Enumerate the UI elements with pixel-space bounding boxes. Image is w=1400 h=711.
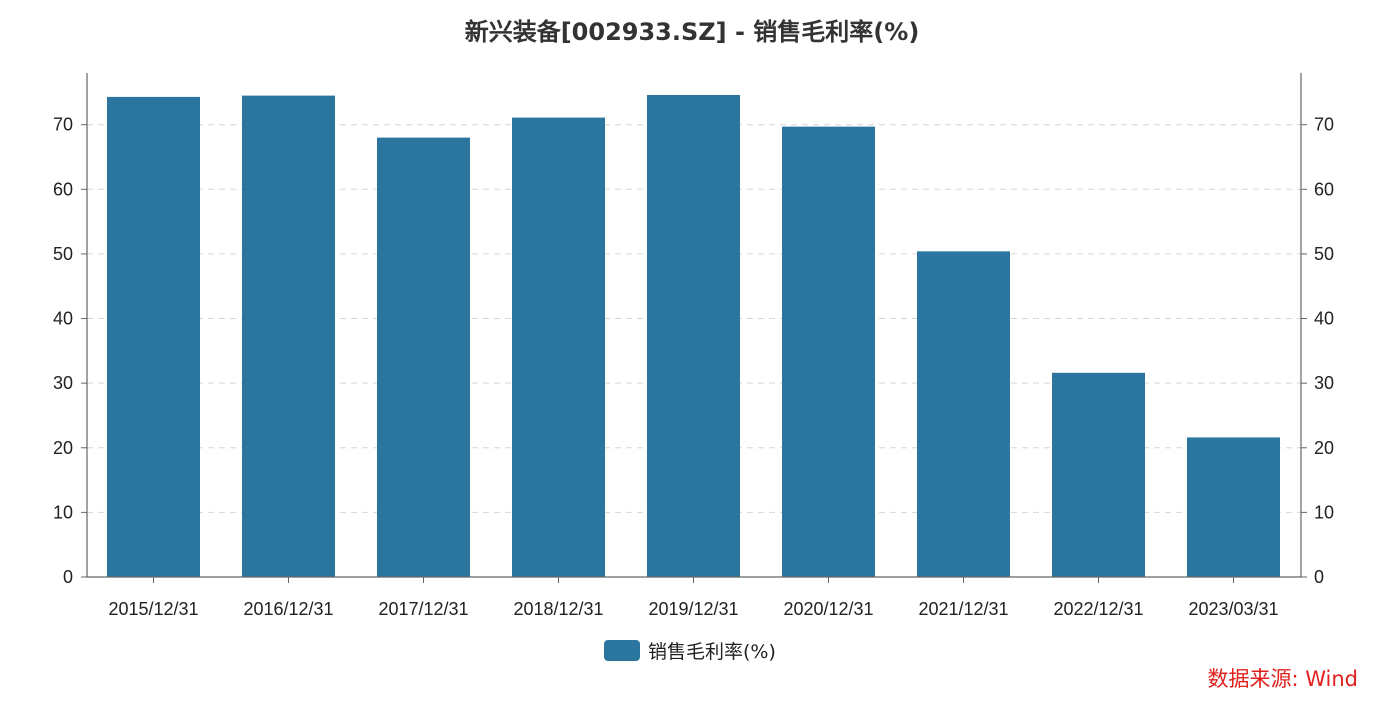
x-tick-label: 2017/12/31 xyxy=(378,599,468,619)
y-tick-label-right: 30 xyxy=(1314,373,1334,393)
bar-2018-12-31 xyxy=(512,117,605,577)
x-tick-label: 2023/03/31 xyxy=(1188,599,1278,619)
bar-2015-12-31 xyxy=(107,96,200,578)
x-tick-label: 2020/12/31 xyxy=(783,599,873,619)
y-tick-label-left: 30 xyxy=(53,373,73,393)
x-tick-label: 2018/12/31 xyxy=(513,599,603,619)
legend-label: 销售毛利率(%) xyxy=(648,641,776,663)
y-axis-left-ticks: 0 10 20 30 40 50 60 70 xyxy=(53,115,87,587)
y-tick-label-right: 60 xyxy=(1314,179,1334,199)
y-tick-label-left: 60 xyxy=(53,179,73,199)
y-tick-label-left: 0 xyxy=(63,567,73,587)
y-tick-label-left: 70 xyxy=(53,115,73,135)
bar-2019-12-31 xyxy=(647,94,740,577)
y-tick-label-right: 50 xyxy=(1314,244,1334,264)
y-tick-label-left: 40 xyxy=(53,309,73,329)
y-tick-label-right: 40 xyxy=(1314,309,1334,329)
x-tick-label: 2019/12/31 xyxy=(648,599,738,619)
y-tick-label-left: 10 xyxy=(53,502,73,522)
x-tick-label: 2016/12/31 xyxy=(243,599,333,619)
x-tick-label: 2015/12/31 xyxy=(108,599,198,619)
bars xyxy=(107,94,1280,578)
y-tick-label-right: 20 xyxy=(1314,438,1334,458)
x-tick-label: 2022/12/31 xyxy=(1053,599,1143,619)
bar-2020-12-31 xyxy=(782,126,875,577)
y-axis-right-ticks: 0 10 20 30 40 50 60 70 xyxy=(1301,115,1334,587)
x-axis-ticks: 2015/12/31 2016/12/31 2017/12/31 2018/12/31… xyxy=(108,577,1279,619)
bar-2021-12-31 xyxy=(917,251,1010,578)
legend-swatch xyxy=(604,640,640,661)
x-tick-label: 2021/12/31 xyxy=(918,599,1008,619)
legend: 销售毛利率(%) xyxy=(604,640,776,663)
y-tick-label-right: 70 xyxy=(1314,115,1334,135)
y-tick-label-left: 50 xyxy=(53,244,73,264)
bar-2022-12-31 xyxy=(1052,372,1145,577)
bar-2017-12-31 xyxy=(377,137,470,577)
data-source: 数据来源: Wind xyxy=(1207,667,1358,691)
bar-2016-12-31 xyxy=(242,95,335,577)
y-tick-label-right: 0 xyxy=(1314,567,1324,587)
y-tick-label-right: 10 xyxy=(1314,502,1334,522)
chart-title: 新兴装备[002933.SZ] - 销售毛利率(%) xyxy=(465,18,920,46)
bar-2023-03-31 xyxy=(1187,437,1280,577)
y-tick-label-left: 20 xyxy=(53,438,73,458)
